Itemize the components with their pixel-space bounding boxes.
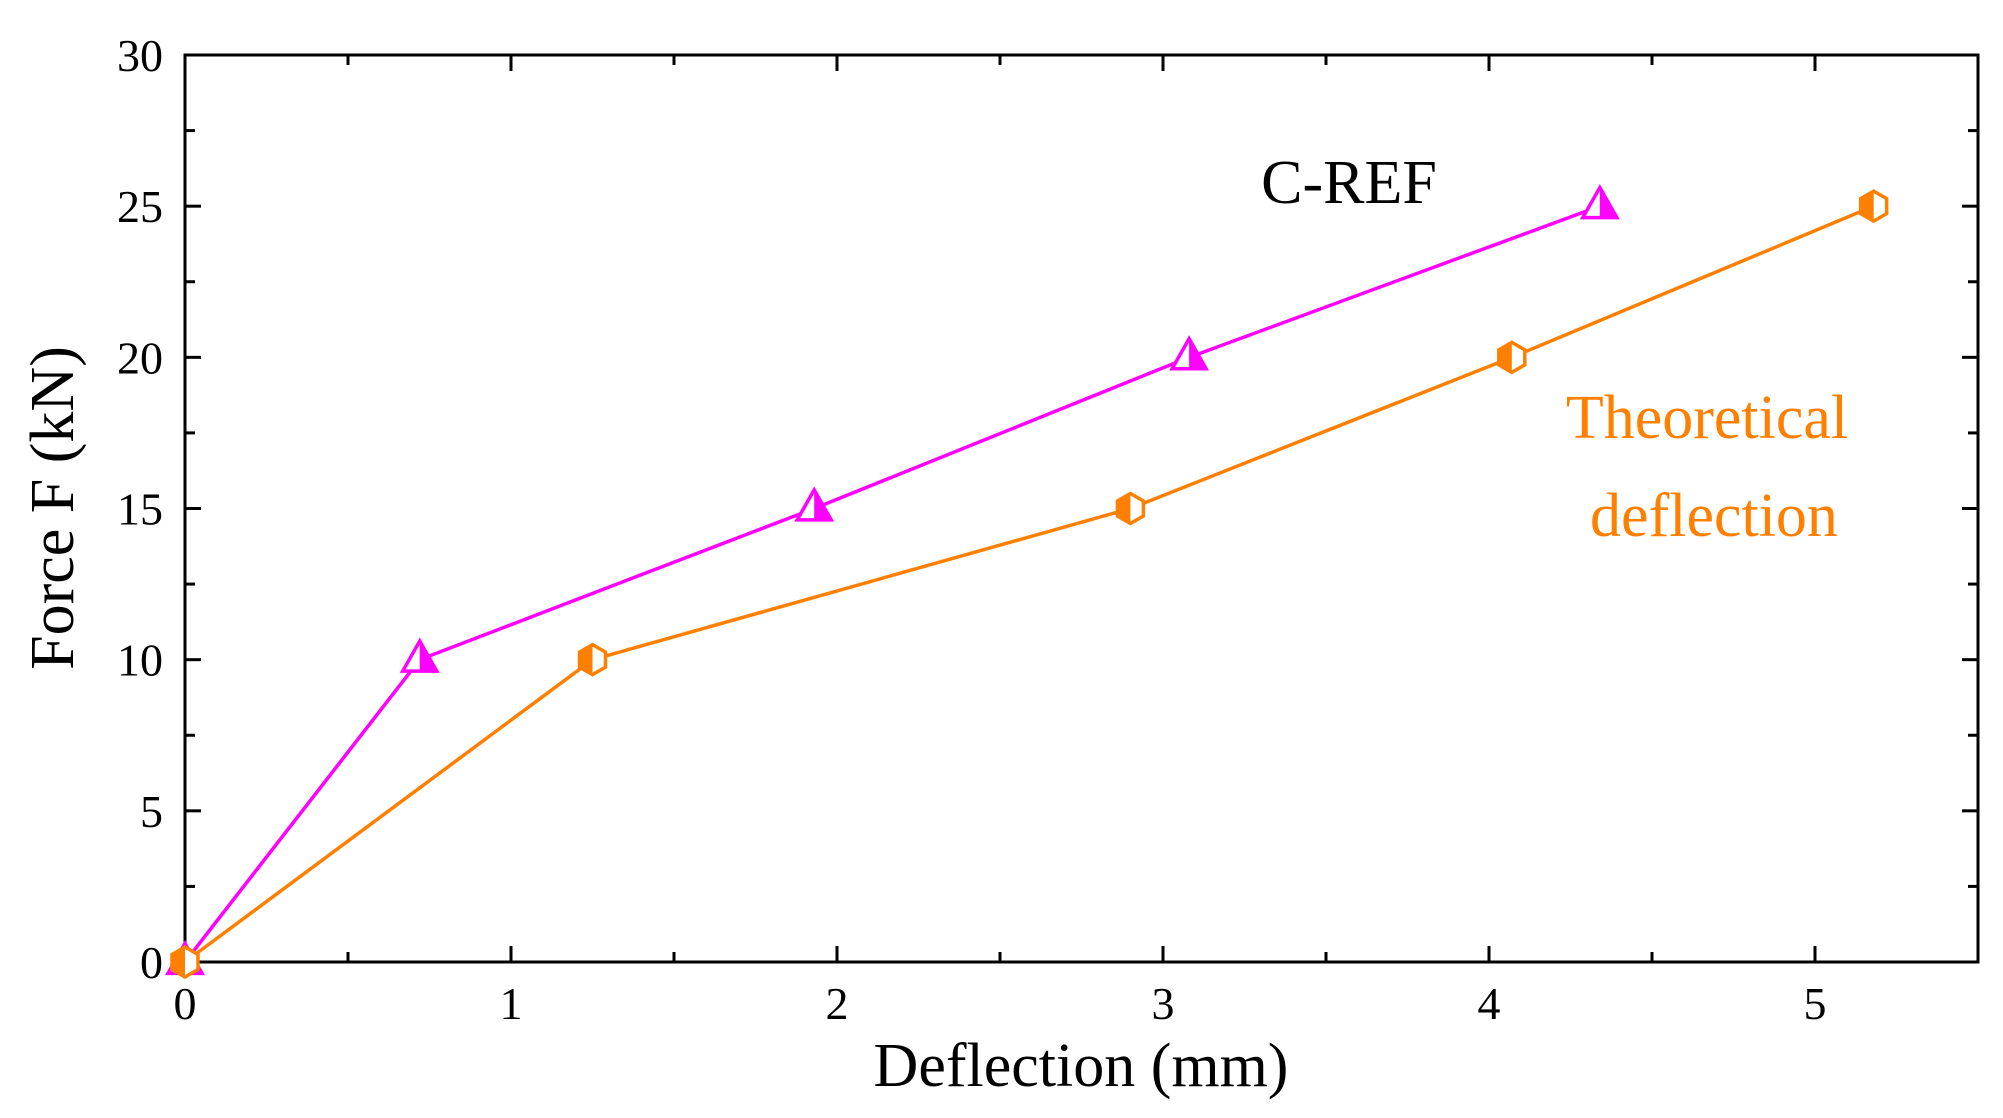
- marker-fill: [1498, 342, 1512, 373]
- marker-fill: [419, 641, 437, 672]
- x-axis-title: Deflection (mm): [874, 1032, 1289, 1100]
- annotation-deflection: deflection: [1590, 482, 1838, 550]
- data-point-theoretical-deflection: [577, 642, 608, 677]
- data-point-theoretical-deflection: [170, 944, 200, 980]
- x-tick-label: 2: [826, 978, 849, 1029]
- y-tick-label: 30: [117, 30, 163, 81]
- series-lines: [183, 204, 1875, 964]
- x-tick-label: 0: [174, 978, 197, 1029]
- annotation-theoretical: Theoretical: [1566, 384, 1848, 452]
- y-tick-label: 10: [117, 635, 163, 686]
- axis-ticks: [183, 53, 1980, 964]
- y-tick-label: 5: [140, 786, 163, 837]
- annotation-c-ref: C-REF: [1261, 149, 1437, 217]
- x-tick-label: 1: [500, 978, 523, 1029]
- marker-fill: [1189, 338, 1207, 369]
- axis-tick-labels: 0 1 2 3 4 5 0 5 10 15 20 25 30: [117, 30, 1827, 1029]
- y-tick-label: 15: [117, 484, 163, 535]
- marker-fill: [1599, 187, 1617, 218]
- marker-fill: [172, 947, 185, 977]
- data-point-c-ref: [1579, 184, 1620, 220]
- data-point-theoretical-deflection: [1858, 189, 1889, 224]
- x-tick-label: 3: [1152, 978, 1175, 1029]
- series-line-c-ref: [183, 204, 1601, 964]
- y-tick-label: 0: [140, 937, 163, 988]
- y-tick-label: 20: [117, 332, 163, 383]
- marker-fill: [814, 489, 832, 520]
- series-markers: [164, 184, 1889, 980]
- series-line-theoretical-deflection: [183, 204, 1875, 964]
- marker-fill: [1117, 493, 1131, 524]
- data-point-c-ref: [399, 637, 440, 673]
- marker-fill: [1860, 191, 1874, 222]
- x-tick-label: 5: [1804, 978, 1827, 1029]
- x-tick-label: 4: [1478, 978, 1501, 1029]
- data-point-theoretical-deflection: [1115, 491, 1146, 526]
- marker-fill: [579, 644, 593, 675]
- data-point-theoretical-deflection: [1497, 340, 1527, 375]
- data-point-c-ref: [1169, 335, 1210, 371]
- data-point-c-ref: [794, 486, 835, 522]
- y-axis-title: Force F (kN): [19, 346, 87, 670]
- y-tick-label: 25: [117, 181, 163, 232]
